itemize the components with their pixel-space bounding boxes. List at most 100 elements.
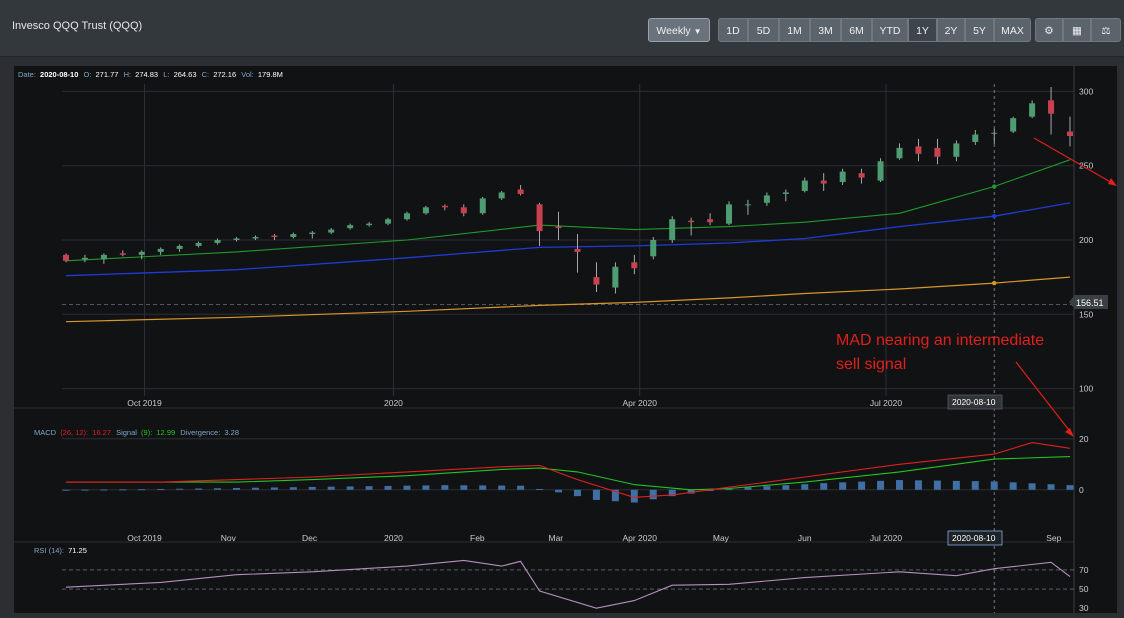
candle-body [934,147,941,157]
candle-body [1048,100,1055,114]
range-button-2y[interactable]: 2Y [937,18,965,42]
range-button-max[interactable]: MAX [994,18,1031,42]
macd-tick-label: 0 [1079,485,1084,495]
macd-time-tick-label: Nov [221,533,237,543]
range-button-5y[interactable]: 5Y [965,18,994,42]
candle-body [972,134,979,142]
macd-histogram-bar [763,486,771,490]
annotation-arrow-price [1033,137,1117,186]
candle-body [441,205,448,208]
candle-body [100,254,107,260]
range-button-ytd[interactable]: YTD [872,18,908,42]
ohlc-close: 272.16 [213,70,236,79]
range-button-3m[interactable]: 3M [810,18,841,42]
macd-signal-line [66,456,1071,491]
macd-histogram-bar [782,485,790,490]
candle-body [726,204,733,224]
macd-time-tick-label: Apr 2020 [622,533,657,543]
range-button-1y[interactable]: 1Y [908,18,937,42]
macd-histogram-bar [933,480,941,490]
toolbar: Invesco QQQ Trust (QQQ) Weekly ▼ 1D 5D 1M… [0,0,1124,57]
compare-button[interactable]: ⚖ [1091,18,1121,42]
macd-histogram-bar [308,486,316,490]
ohlc-date: 2020-08-10 [40,70,78,79]
calculator-button[interactable]: ▦ [1063,18,1091,42]
range-button-1m[interactable]: 1M [779,18,810,42]
candle-body [195,242,202,246]
moving-average-green [65,159,1071,262]
macd-histogram-bar [820,483,828,490]
candle-body [650,240,657,257]
macd-histogram-bar [195,488,203,490]
candle-body [820,180,827,184]
macd-histogram-bar [100,489,108,491]
candle-body [517,189,524,194]
macd-histogram-bar [1066,485,1074,490]
macd-time-tick-label: Dec [302,533,318,543]
macd-histogram-bar [668,489,676,497]
crosshair-point [992,184,997,189]
macd-time-tick-label: Sep [1046,533,1061,543]
macd-histogram-bar [479,485,487,490]
macd-histogram-bar [81,489,89,491]
macd-histogram-bar [1009,482,1017,490]
macd-histogram-bar [555,489,563,493]
price-tick-label: 200 [1079,235,1093,245]
annotation-line-2: sell signal [836,356,906,373]
macd-histogram-bar [62,489,70,491]
macd-histogram-bar [365,486,373,490]
candle-body [498,192,505,199]
rsi-tick-label: 50 [1079,584,1089,594]
rsi-legend: RSI (14): 71.25 [34,546,87,555]
range-button-1d[interactable]: 1D [718,18,748,42]
ohlc-open-label: O: [84,70,92,79]
time-tick-label: Apr 2020 [622,398,657,408]
macd-histogram-bar [801,484,809,490]
candle-body [290,234,297,238]
macd-line [66,442,1071,498]
macd-histogram-bar [422,485,430,490]
macd-tick-label: 20 [1079,434,1089,444]
macd-histogram-bar [858,481,866,490]
candle-body [688,220,695,223]
macd-histogram-bar [119,489,127,491]
macd-time-tick-label: Mar [549,533,564,543]
candle-body [366,223,373,226]
candle-body [612,266,619,288]
crosshair-date-bottom-box [947,530,1003,546]
macd-legend: MACD (26, 12): 16.27 Signal (9): 12.99 D… [34,428,239,437]
candle-body [479,198,486,214]
macd-time-tick-label: Oct 2019 [127,533,162,543]
range-button-6m[interactable]: 6M [841,18,872,42]
candle-body [1067,131,1073,136]
chart-area[interactable]: 100 150 200 250 300 Oct 2019 2020 Apr 2020 Jul 2… [14,66,1117,613]
candle-body [782,192,789,194]
interval-dropdown[interactable]: Weekly ▼ [648,18,710,42]
annotation-arrow-macd-head [1065,428,1074,437]
crosshair-point [992,280,997,286]
macd-histogram-bar [971,481,979,490]
macd-histogram-bar [877,480,885,490]
macd-histogram-bar [952,480,960,490]
macd-time-tick-label: May [713,533,730,543]
annotation-arrow-macd [1015,361,1074,437]
settings-button[interactable]: ⚙ [1035,18,1063,42]
candle-body [555,226,562,229]
ohlc-low: 264.63 [174,70,197,79]
page-title: Invesco QQQ Trust (QQQ) [12,20,143,32]
last-price-tag: 156.51 [1069,295,1108,309]
price-tick-label: 100 [1079,384,1093,394]
macd-histogram-bar [649,489,657,500]
range-button-5d[interactable]: 5D [748,18,779,42]
macd-histogram-bar [611,489,619,502]
candle-body [176,245,183,249]
ohlc-vol: 179.8M [258,70,283,79]
crosshair-date-bottom: 2020-08-10 [947,530,1003,546]
last-price-tag-label: 156.51 [1076,298,1104,308]
macd-label: MACD [34,428,57,437]
candle-body [839,171,846,183]
candle-body [915,146,922,154]
annotation-arrow-price-line [1033,137,1115,185]
candle-body [896,147,903,159]
